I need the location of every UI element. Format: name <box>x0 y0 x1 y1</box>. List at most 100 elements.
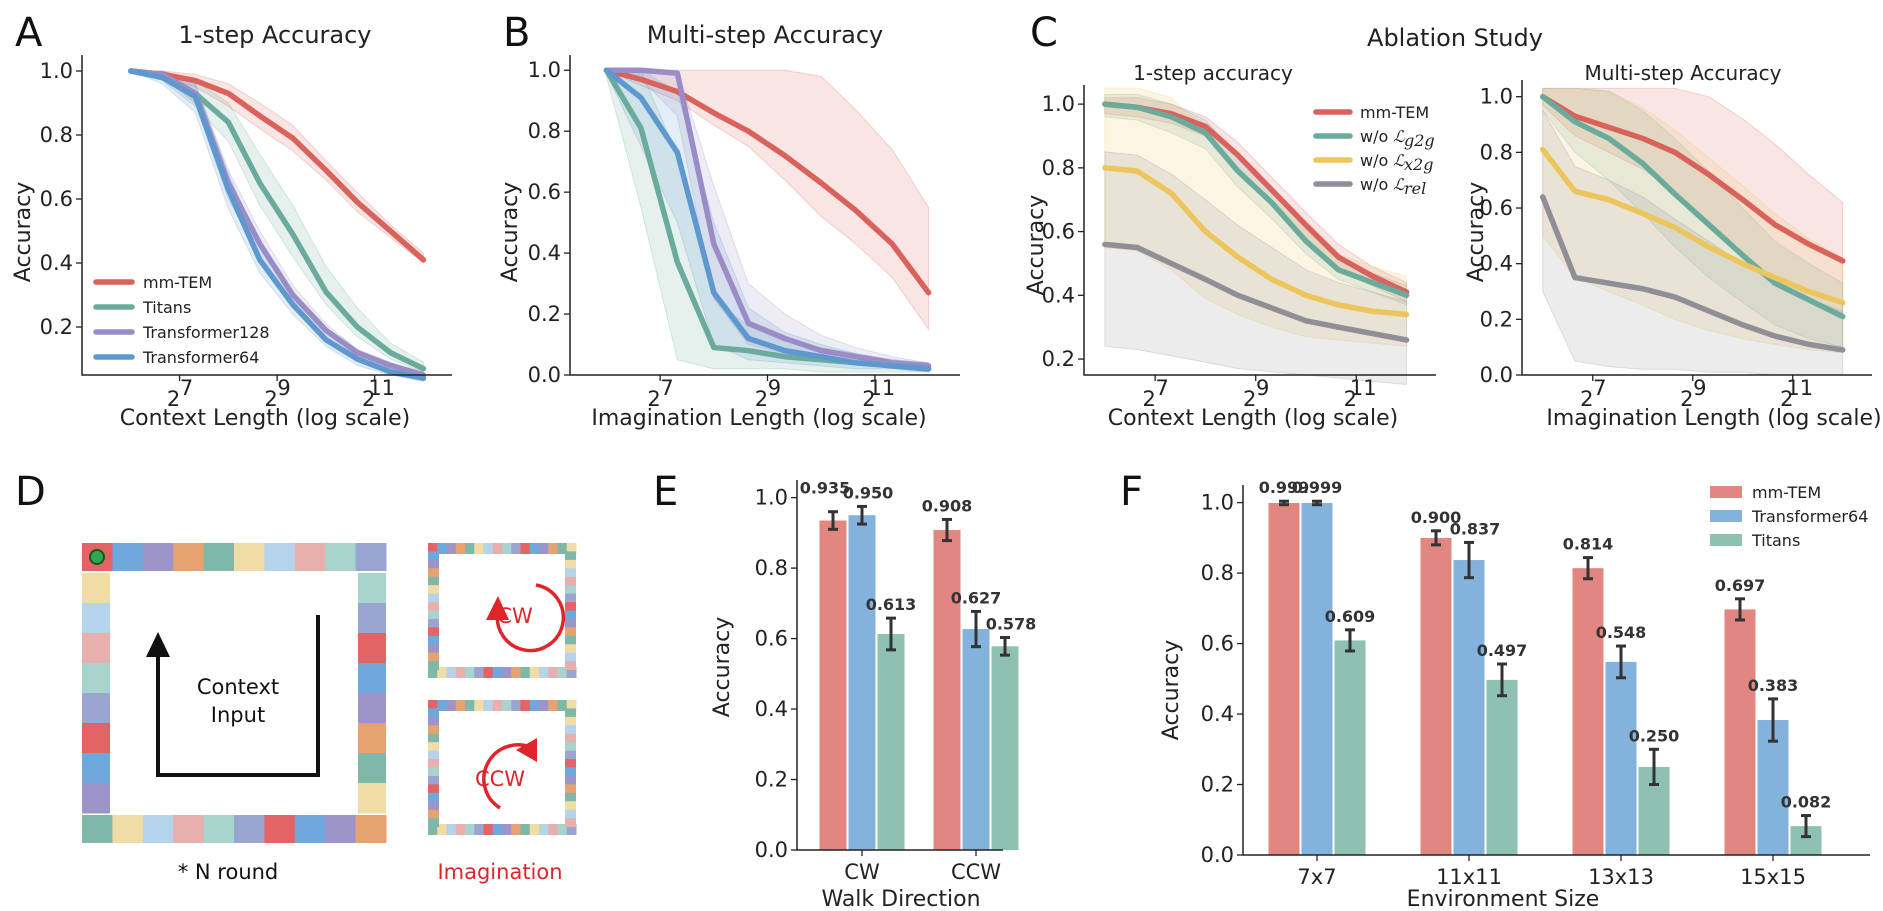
grid-cell <box>557 824 568 835</box>
grid-cell <box>428 725 439 735</box>
ytick-label-c2: 0.6 <box>1480 196 1513 220</box>
walk-arrow-icon <box>146 632 170 657</box>
bar-f-1-2 <box>1605 661 1637 855</box>
grid-cell <box>511 667 521 678</box>
grid-cell <box>355 543 387 571</box>
grid-cell <box>428 708 439 718</box>
ytick-label-e: 0.8 <box>755 556 788 580</box>
legend-f-swatch-1 <box>1710 510 1742 522</box>
grid-cell <box>428 759 439 768</box>
ytick-label-c1: 0.4 <box>1042 283 1075 307</box>
grid-cell <box>428 610 439 620</box>
grid-cell <box>565 627 576 637</box>
panel-c-left-xlabel: Context Length (log scale) <box>1108 406 1398 431</box>
grid-cell <box>428 767 439 777</box>
grid-cell <box>358 633 386 664</box>
grid-cell <box>437 700 447 711</box>
grid-cell <box>358 603 386 634</box>
grid-cell <box>539 543 549 554</box>
bar-f-0-2 <box>1572 568 1604 855</box>
grid-cell <box>502 667 512 678</box>
grid-cell <box>565 716 576 726</box>
grid-cell <box>82 663 110 694</box>
grid-cell <box>437 824 447 835</box>
line-a-3 <box>128 68 427 381</box>
category-label-e: CCW <box>951 860 1001 884</box>
grid-cell <box>566 700 577 711</box>
legend-f-swatch-2 <box>1710 534 1742 546</box>
grid-cell <box>358 723 386 754</box>
legend-c-math-1: ℒ <box>1393 127 1405 146</box>
grid-cell <box>565 602 576 611</box>
panel-e-ylabel: Accuracy <box>710 617 735 717</box>
grid-cell <box>437 667 447 678</box>
grid-cell <box>548 824 558 835</box>
grid-cell <box>465 700 475 711</box>
legend-c-label-2: w/o <box>1360 151 1388 170</box>
ytick-label-f: 1.0 <box>1201 491 1234 515</box>
grid-cell <box>565 618 576 628</box>
grid-cell <box>557 543 568 554</box>
line-b-2 <box>603 67 932 369</box>
ytick-label-a: 0.2 <box>40 315 73 339</box>
context-label-line2: Input <box>211 703 265 727</box>
ytick-label-e: 1.0 <box>755 486 788 510</box>
xtick-exp-c2: 7 <box>1593 376 1606 400</box>
grid-cell <box>82 693 110 724</box>
grid-cell <box>520 543 531 554</box>
grid-cell <box>565 818 576 828</box>
xtick-label-b: 2 <box>862 387 875 411</box>
ytick-label-b: 0.4 <box>528 241 561 265</box>
xtick-exp-c1: 9 <box>1256 376 1269 400</box>
bar-f-2-1 <box>1486 679 1518 855</box>
grid-cell <box>446 543 457 554</box>
grid-cell <box>428 576 439 586</box>
ytick-label-c1: 0.6 <box>1042 220 1075 244</box>
grid-cell <box>566 543 577 554</box>
bar-f-1-0 <box>1301 502 1333 855</box>
grid-cell <box>565 652 576 662</box>
xtick-label-a: 2 <box>362 387 375 411</box>
legend-f-label-1: Transformer64 <box>1751 507 1868 526</box>
grid-cell <box>428 809 439 819</box>
grid-cell <box>264 815 296 843</box>
grid-cell <box>173 815 205 843</box>
panel-b-title: Multi-step Accuracy <box>647 21 883 49</box>
grid-cell <box>325 815 357 843</box>
xtick-label-c2: 2 <box>1780 387 1793 411</box>
legend-a-label-0: mm-TEM <box>143 273 212 292</box>
ytick-label-c1: 1.0 <box>1042 92 1075 116</box>
legend-a-label-3: Transformer64 <box>142 348 259 367</box>
bar-e-2-0 <box>877 633 905 850</box>
panel-c-left-title: 1-step accuracy <box>1133 61 1293 85</box>
ccw-grid-border <box>428 700 577 835</box>
grid-cell <box>428 635 439 645</box>
grid-cell <box>437 543 447 554</box>
bar-f-2-0 <box>1334 640 1366 855</box>
grid-cell <box>565 559 576 569</box>
panel-f-xlabel: Environment Size <box>1407 887 1600 911</box>
grid-cell <box>428 742 439 752</box>
grid-cell <box>565 809 576 819</box>
grid-cell <box>465 667 475 678</box>
cw-label: CW <box>497 604 533 628</box>
ytick-label-f: 0.6 <box>1201 632 1234 656</box>
grid-cell <box>455 824 466 835</box>
cw-arrowhead-icon <box>486 596 509 620</box>
grid-cell <box>465 824 475 835</box>
legend-a-label-1: Titans <box>142 298 191 317</box>
grid-cell <box>502 824 512 835</box>
grid-cell <box>565 733 576 743</box>
xtick-exp-c2: 11 <box>1786 376 1813 400</box>
grid-cell <box>82 815 113 843</box>
grid-cell <box>325 543 357 571</box>
grid-cell <box>428 652 439 662</box>
cw-arrow-icon <box>495 583 566 653</box>
xtick-exp-a: 7 <box>180 376 193 400</box>
ytick-label-f: 0.0 <box>1201 843 1234 867</box>
panel-a-ylabel: Accuracy <box>11 182 36 282</box>
axes-c1 <box>1083 85 1436 376</box>
bar-e-1-1 <box>962 629 990 850</box>
bar-label-e: 0.627 <box>951 588 1002 607</box>
